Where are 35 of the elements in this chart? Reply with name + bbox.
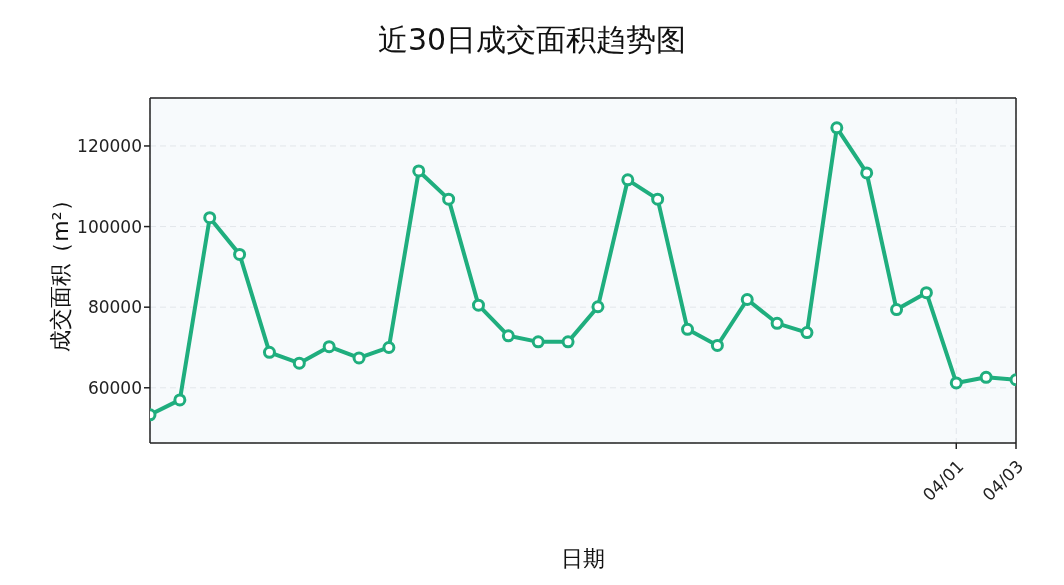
point [382, 340, 396, 354]
point [591, 300, 605, 314]
point [262, 345, 276, 359]
point [860, 166, 874, 180]
point [442, 192, 456, 206]
point [830, 121, 844, 135]
point [890, 303, 904, 317]
chart-title: 近30日成交面积趋势图 [376, 21, 688, 59]
point [173, 393, 187, 407]
y-axis-title: 成交面积（m²） [48, 189, 73, 352]
point [681, 322, 695, 336]
point [233, 247, 247, 261]
point [979, 370, 993, 384]
point [651, 192, 665, 206]
point [770, 316, 784, 330]
y-tick-label: 100000 [77, 216, 142, 237]
y-tick-label: 80000 [87, 297, 142, 318]
point [203, 211, 217, 225]
point [561, 335, 575, 349]
point [412, 164, 426, 178]
point [352, 351, 366, 365]
x-axis-title: 日期 [560, 545, 606, 573]
point [471, 298, 485, 312]
point [800, 326, 814, 340]
point [949, 376, 963, 390]
y-tick-label: 60000 [87, 377, 142, 398]
point [740, 293, 754, 307]
y-tick-label: 120000 [77, 136, 142, 156]
point [322, 340, 336, 354]
point [710, 338, 724, 352]
point [919, 286, 933, 300]
point [292, 356, 306, 370]
point [501, 329, 515, 343]
point [621, 173, 635, 187]
point [531, 335, 545, 349]
